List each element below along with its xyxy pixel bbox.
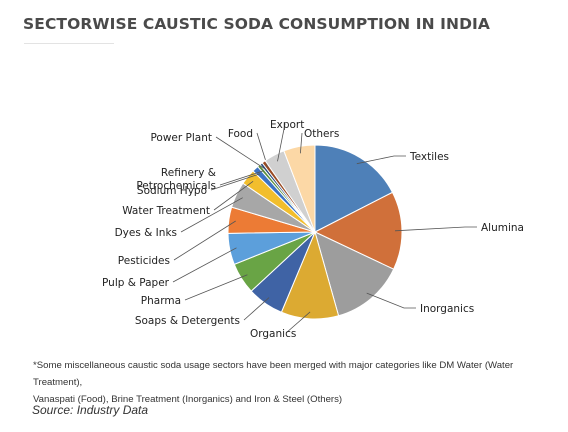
leader-line-dyes-and-inks [180, 197, 243, 233]
leader-line-inorganics [366, 292, 416, 309]
leader-line-textiles [356, 155, 406, 165]
slice-label-organics: Organics [250, 328, 296, 340]
slice-label-export: Export [270, 119, 304, 131]
leader-line-refinery-and-petrochemicals [219, 170, 264, 186]
slice-label-alumina: Alumina [481, 222, 524, 234]
footnote-line-2: Vanaspati (Food), Brine Treatment (Inorg… [33, 394, 343, 405]
slice-label-food: Food [228, 128, 253, 140]
slice-label-pesticides: Pesticides [118, 255, 170, 267]
source-note: Source: Industry Data [32, 403, 149, 417]
leader-line-alumina [394, 226, 477, 232]
slice-label-pulp-and-paper: Pulp & Paper [102, 277, 170, 289]
pie-slice-inorganics [314, 231, 395, 317]
leader-line-export [277, 123, 286, 162]
leader-line-water-treatment [213, 180, 254, 211]
slice-label-inorganics: Inorganics [420, 303, 474, 315]
slice-label-soaps-and-detergents: Soaps & Detergents [135, 315, 240, 327]
leader-line-sodium-hypo [210, 173, 261, 191]
footnote: *Some miscellaneous caustic soda usage s… [33, 357, 553, 408]
leader-line-pulp-and-paper [172, 247, 237, 283]
slice-label-refinery-and-petrochemicals: Refinery & Petrochemicals [136, 167, 216, 192]
slice-label-textiles: Textiles [409, 151, 449, 163]
slice-label-sodium-hypo: Sodium Hypo [137, 185, 207, 197]
pie-slice-others [283, 144, 316, 233]
leader-line-pesticides [173, 220, 236, 261]
leader-line-pharma [184, 274, 248, 301]
slice-label-dyes-and-inks: Dyes & Inks [115, 227, 177, 239]
pie-slice-textiles [314, 144, 394, 233]
slice-label-others: Others [304, 128, 339, 140]
leader-line-organics [285, 311, 311, 334]
leader-line-others [300, 132, 303, 154]
footnote-line-1: *Some miscellaneous caustic soda usage s… [33, 360, 514, 388]
chart-title: SECTORWISE CAUSTIC SODA CONSUMPTION IN I… [23, 15, 491, 33]
slice-label-pharma: Pharma [141, 295, 181, 307]
title-underline [24, 43, 114, 44]
slice-label-water-treatment: Water Treatment [122, 205, 210, 217]
leader-line-power-plant [215, 136, 266, 170]
leader-line-soaps-and-detergents [243, 297, 270, 321]
slice-label-power-plant: Power Plant [150, 132, 212, 144]
